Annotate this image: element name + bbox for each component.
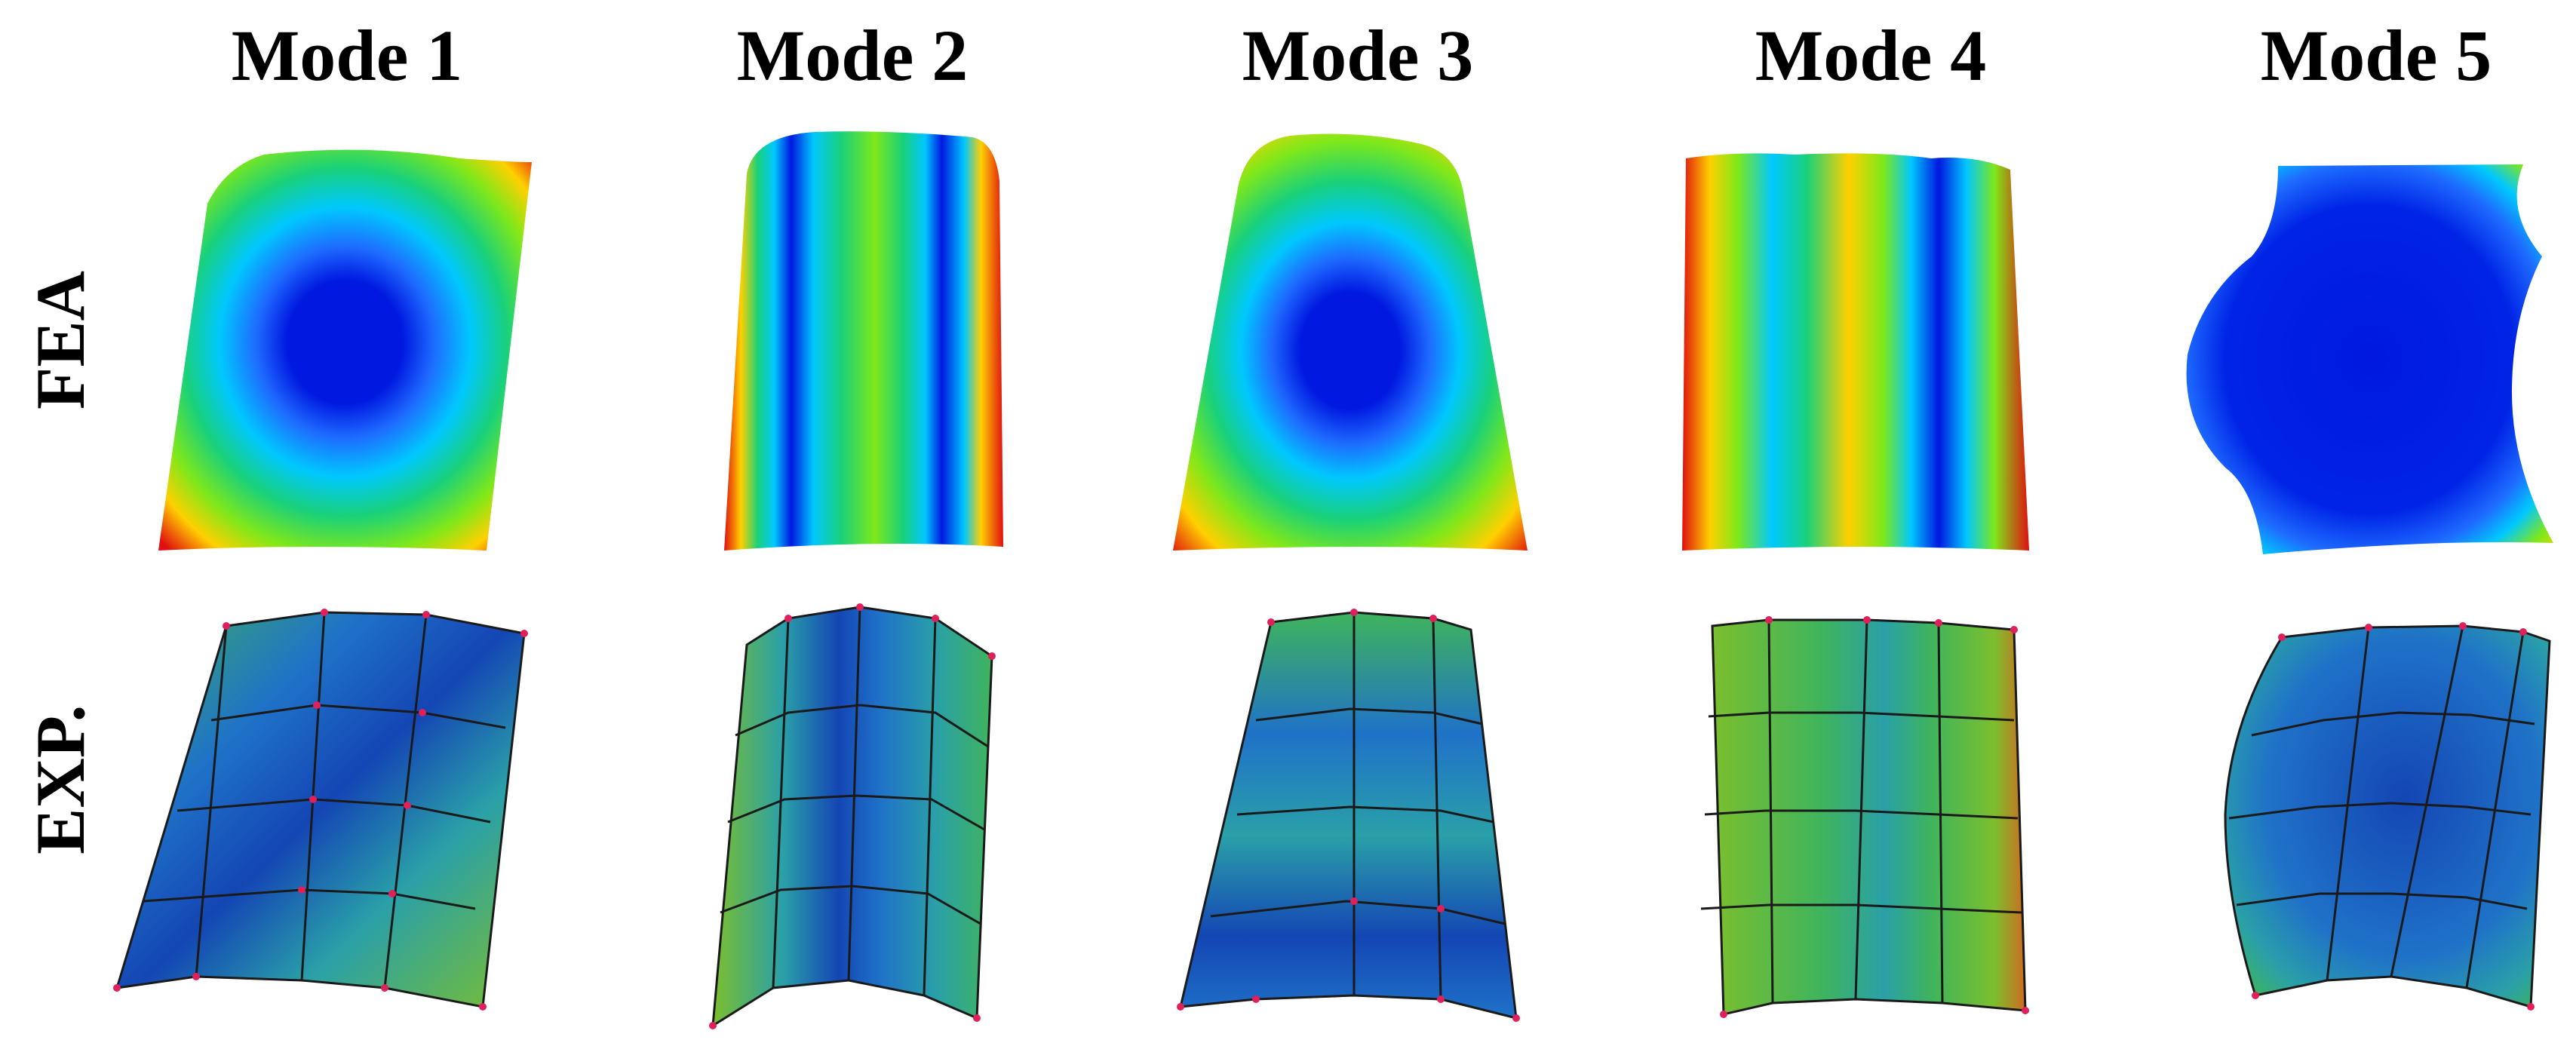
exp-mode-1-mesh [115,611,526,1008]
title-mode-5: Mode 5 [2260,15,2492,96]
fea-mode-1-shape [158,149,532,551]
title-mode-2: Mode 2 [736,15,969,96]
fea-mode-5-shape [2186,164,2553,554]
title-mode-4: Mode 4 [1755,15,1987,96]
exp-mode-5-mesh [2224,624,2551,1008]
title-mode-1: Mode 1 [231,15,463,96]
fea-mode-4-shape [1682,153,2029,551]
title-mode-3: Mode 3 [1242,15,1474,96]
exp-mode-3-mesh [1179,611,1518,1020]
mesh-node-markers [113,603,2535,1029]
fea-mode-3-shape [1173,133,1527,551]
exp-mode-4-mesh [1700,618,2027,1016]
exp-mode-2-mesh [711,606,993,1028]
fea-mode-2-shape [724,131,1003,551]
